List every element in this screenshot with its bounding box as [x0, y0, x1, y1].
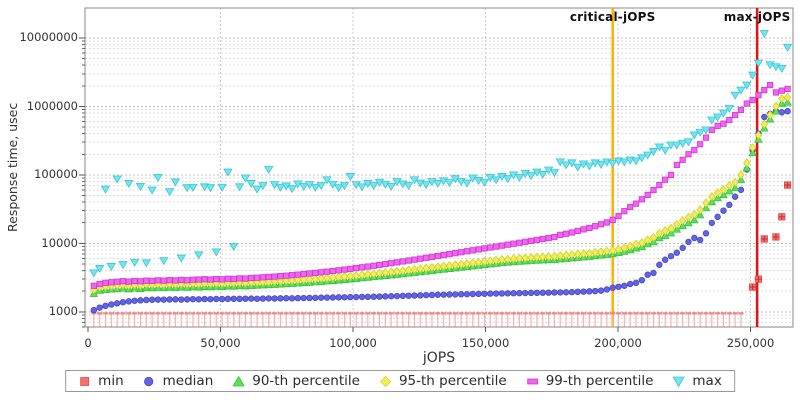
series-99-th-percentile [90, 81, 791, 289]
series-max [89, 30, 793, 278]
rect-icon [526, 378, 538, 384]
legend-label: median [162, 373, 214, 389]
legend-item-99-th-percentile: 99-th percentile [526, 373, 654, 389]
legend-item-min: min [78, 373, 124, 389]
legend-item-90-th-percentile: 90-th percentile [232, 373, 360, 389]
plot-border [79, 7, 794, 332]
legend-label: 90-th percentile [252, 373, 360, 389]
triangle-down-icon [672, 376, 686, 387]
square-icon [80, 376, 90, 386]
legend-item-95-th-percentile: 95-th percentile [379, 373, 507, 389]
legend-label: min [98, 373, 124, 389]
legend-item-max: max [672, 373, 722, 389]
legend-item-median: median [143, 373, 214, 389]
legend-label: 95-th percentile [398, 373, 507, 389]
series-median [90, 108, 791, 314]
legend-label: 99-th percentile [545, 373, 654, 389]
legend: min median 90-th percentile 95-th percentil… [65, 370, 735, 392]
circle-icon [144, 376, 154, 386]
triangle-up-icon [232, 375, 245, 386]
legend-label: max [692, 373, 722, 389]
diamond-icon [379, 375, 392, 387]
series-min [91, 181, 792, 327]
